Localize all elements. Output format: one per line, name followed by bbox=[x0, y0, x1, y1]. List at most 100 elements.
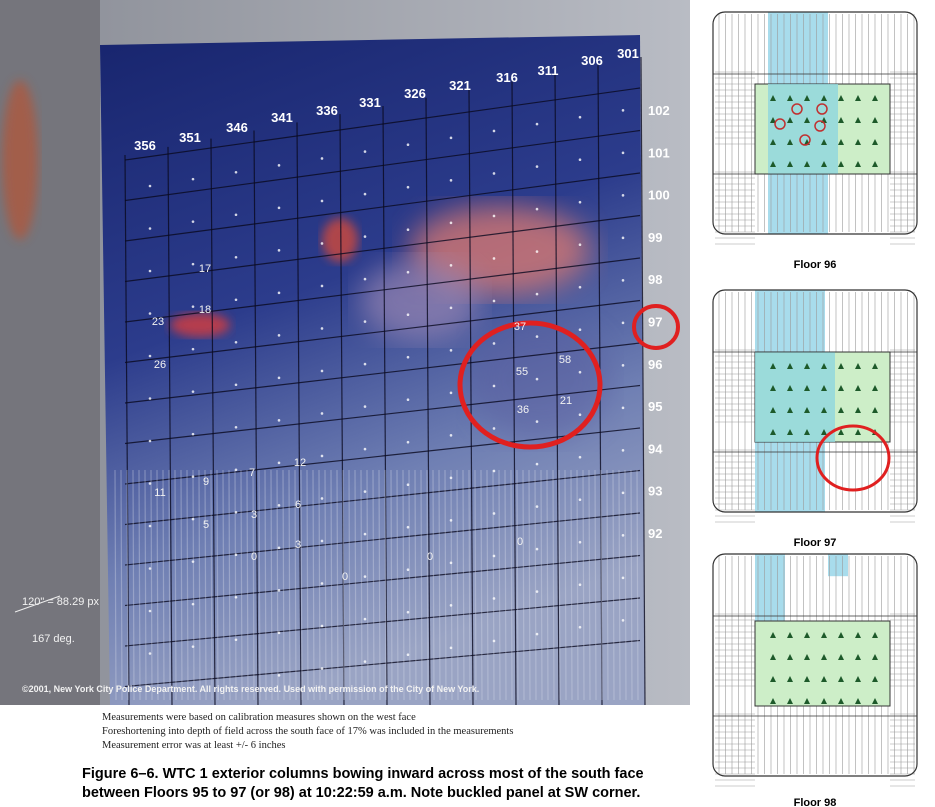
point bbox=[493, 470, 496, 473]
point bbox=[407, 186, 410, 189]
point bbox=[364, 448, 367, 451]
point bbox=[622, 364, 625, 367]
point bbox=[536, 420, 539, 423]
point bbox=[579, 413, 582, 416]
point bbox=[149, 397, 152, 400]
point bbox=[192, 433, 195, 436]
measurement: 0 bbox=[517, 536, 523, 548]
point bbox=[149, 482, 152, 485]
point bbox=[536, 378, 539, 381]
point bbox=[450, 519, 453, 522]
point bbox=[450, 222, 453, 225]
column-label: 311 bbox=[538, 63, 559, 78]
floor-plans: Floor 96Floor 97Floor 98 bbox=[713, 12, 917, 807]
point bbox=[493, 640, 496, 643]
point bbox=[235, 511, 238, 514]
measurement: 37 bbox=[514, 321, 526, 333]
point bbox=[536, 633, 539, 636]
measurement: 18 bbox=[199, 304, 211, 316]
point bbox=[493, 385, 496, 388]
point bbox=[450, 604, 453, 607]
measurement: 55 bbox=[516, 366, 528, 378]
column-label: 301 bbox=[617, 46, 639, 61]
point bbox=[149, 270, 152, 273]
caption: Figure 6–6. WTC 1 exterior columns bowin… bbox=[82, 766, 644, 782]
point bbox=[235, 298, 238, 301]
point bbox=[493, 512, 496, 515]
column-label: 356 bbox=[134, 138, 156, 153]
measurement: 17 bbox=[199, 263, 211, 275]
point bbox=[321, 667, 324, 670]
measurement: 0 bbox=[251, 551, 257, 563]
point bbox=[536, 590, 539, 593]
angle-note: 167 deg. bbox=[32, 633, 75, 645]
point bbox=[149, 312, 152, 315]
point bbox=[321, 412, 324, 415]
point bbox=[278, 292, 281, 295]
note: Foreshortening into depth of field acros… bbox=[102, 726, 513, 737]
point bbox=[149, 227, 152, 230]
point bbox=[235, 383, 238, 386]
point bbox=[407, 143, 410, 146]
point bbox=[278, 334, 281, 337]
point bbox=[192, 305, 195, 308]
copyright: ©2001, New York City Police Department. … bbox=[22, 684, 479, 694]
point bbox=[364, 150, 367, 153]
point bbox=[192, 263, 195, 266]
point bbox=[278, 207, 281, 210]
column-label: 316 bbox=[496, 70, 518, 85]
point bbox=[579, 456, 582, 459]
point bbox=[622, 152, 625, 155]
point bbox=[450, 307, 453, 310]
point bbox=[536, 250, 539, 253]
point bbox=[364, 405, 367, 408]
point bbox=[192, 178, 195, 181]
point bbox=[536, 463, 539, 466]
point bbox=[579, 583, 582, 586]
core bbox=[755, 621, 890, 706]
point bbox=[450, 647, 453, 650]
point bbox=[364, 618, 367, 621]
point bbox=[536, 208, 539, 211]
point bbox=[192, 390, 195, 393]
point bbox=[321, 540, 324, 543]
point bbox=[579, 116, 582, 119]
point bbox=[278, 164, 281, 167]
point bbox=[364, 490, 367, 493]
point bbox=[407, 526, 410, 529]
column-label: 326 bbox=[404, 86, 426, 101]
point bbox=[450, 392, 453, 395]
point bbox=[364, 235, 367, 238]
point bbox=[149, 610, 152, 613]
floor-label: 94 bbox=[648, 441, 663, 456]
point bbox=[407, 271, 410, 274]
measurement: 26 bbox=[154, 359, 166, 371]
measurement: 12 bbox=[294, 457, 306, 469]
point bbox=[622, 237, 625, 240]
point bbox=[407, 228, 410, 231]
caption: between Floors 95 to 97 (or 98) at 10:22… bbox=[82, 785, 640, 801]
point bbox=[321, 242, 324, 245]
point bbox=[364, 320, 367, 323]
point bbox=[364, 660, 367, 663]
point bbox=[622, 322, 625, 325]
floor-label: 92 bbox=[648, 526, 662, 541]
measurement: 0 bbox=[427, 551, 433, 563]
point bbox=[235, 638, 238, 641]
measurement: 5 bbox=[203, 519, 209, 531]
measurement: 23 bbox=[152, 316, 164, 328]
point bbox=[622, 449, 625, 452]
point bbox=[493, 342, 496, 345]
measurement: 58 bbox=[559, 354, 571, 366]
point bbox=[364, 533, 367, 536]
point bbox=[407, 653, 410, 656]
point bbox=[278, 377, 281, 380]
point bbox=[407, 441, 410, 444]
scale-note: 120" = 88.29 px bbox=[22, 596, 99, 608]
point bbox=[192, 220, 195, 223]
point bbox=[149, 525, 152, 528]
point bbox=[407, 356, 410, 359]
floor-plan: Floor 98 bbox=[713, 554, 917, 807]
point bbox=[579, 371, 582, 374]
point bbox=[622, 534, 625, 537]
